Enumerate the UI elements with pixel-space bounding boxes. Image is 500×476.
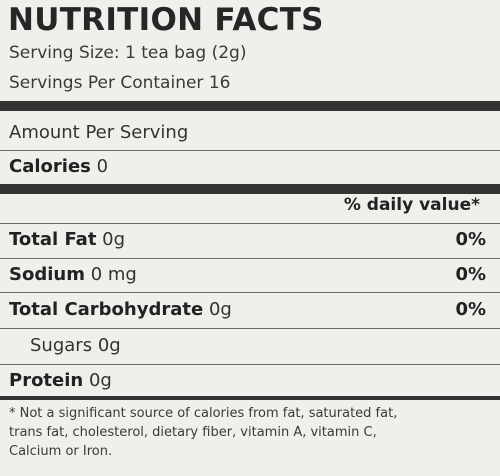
nutrient-percent-total-fat: 0% [455,229,486,250]
label-title: NUTRITION FACTS [8,2,324,38]
calories-value: 0 [96,156,109,177]
divider-carbohydrate [0,292,500,293]
divider-protein [0,364,500,365]
calories-row: Calories 0 [9,156,483,177]
calories-label: Calories [9,156,91,177]
nutrient-row-total-carbohydrate: Total Carbohydrate 0g [9,299,483,320]
amount-per-serving: Amount Per Serving [9,122,483,143]
servings-per-container: Servings Per Container 16 [9,73,231,93]
nutrient-percent-total-carbohydrate: 0% [455,299,486,320]
nutrient-row-sugars: Sugars 0g [30,335,500,356]
nutrient-row-protein: Protein 0g [9,370,483,391]
amount-per-serving-label: Amount Per Serving [9,122,189,143]
protein-amount: 0g [88,370,112,391]
divider-footnote [0,396,500,400]
footnote-line: trans fat, cholesterol, dietary fiber, v… [9,425,377,440]
nutrient-label: Total Carbohydrate [9,299,204,320]
footnote-line: Calcium or Iron. [9,444,113,459]
nutrient-row-sodium: Sodium 0 mg [9,264,483,285]
nutrient-amount: 0g [102,229,126,250]
divider-sugars [0,328,500,329]
sugars-amount: 0g [97,335,121,356]
divider-sodium [0,258,500,259]
thick-divider-top [0,101,500,111]
protein-label: Protein [9,370,84,391]
serving-size: Serving Size: 1 tea bag (2g) [9,43,247,63]
thick-divider-middle [0,184,500,194]
nutrient-label: Sodium [9,264,85,285]
nutrient-amount: 0g [208,299,232,320]
footnote-line: * Not a significant source of calories f… [9,406,398,421]
nutrient-percent-sodium: 0% [455,264,486,285]
nutrient-label: Total Fat [9,229,97,250]
sugars-label: Sugars [30,335,93,356]
divider-fat [0,223,500,224]
footnote: * Not a significant source of calories f… [9,404,479,461]
nutrient-row-total-fat: Total Fat 0g [9,229,483,250]
nutrient-amount: 0 mg [90,264,137,285]
daily-value-header: % daily value* [343,195,480,215]
divider-calories [0,150,500,151]
